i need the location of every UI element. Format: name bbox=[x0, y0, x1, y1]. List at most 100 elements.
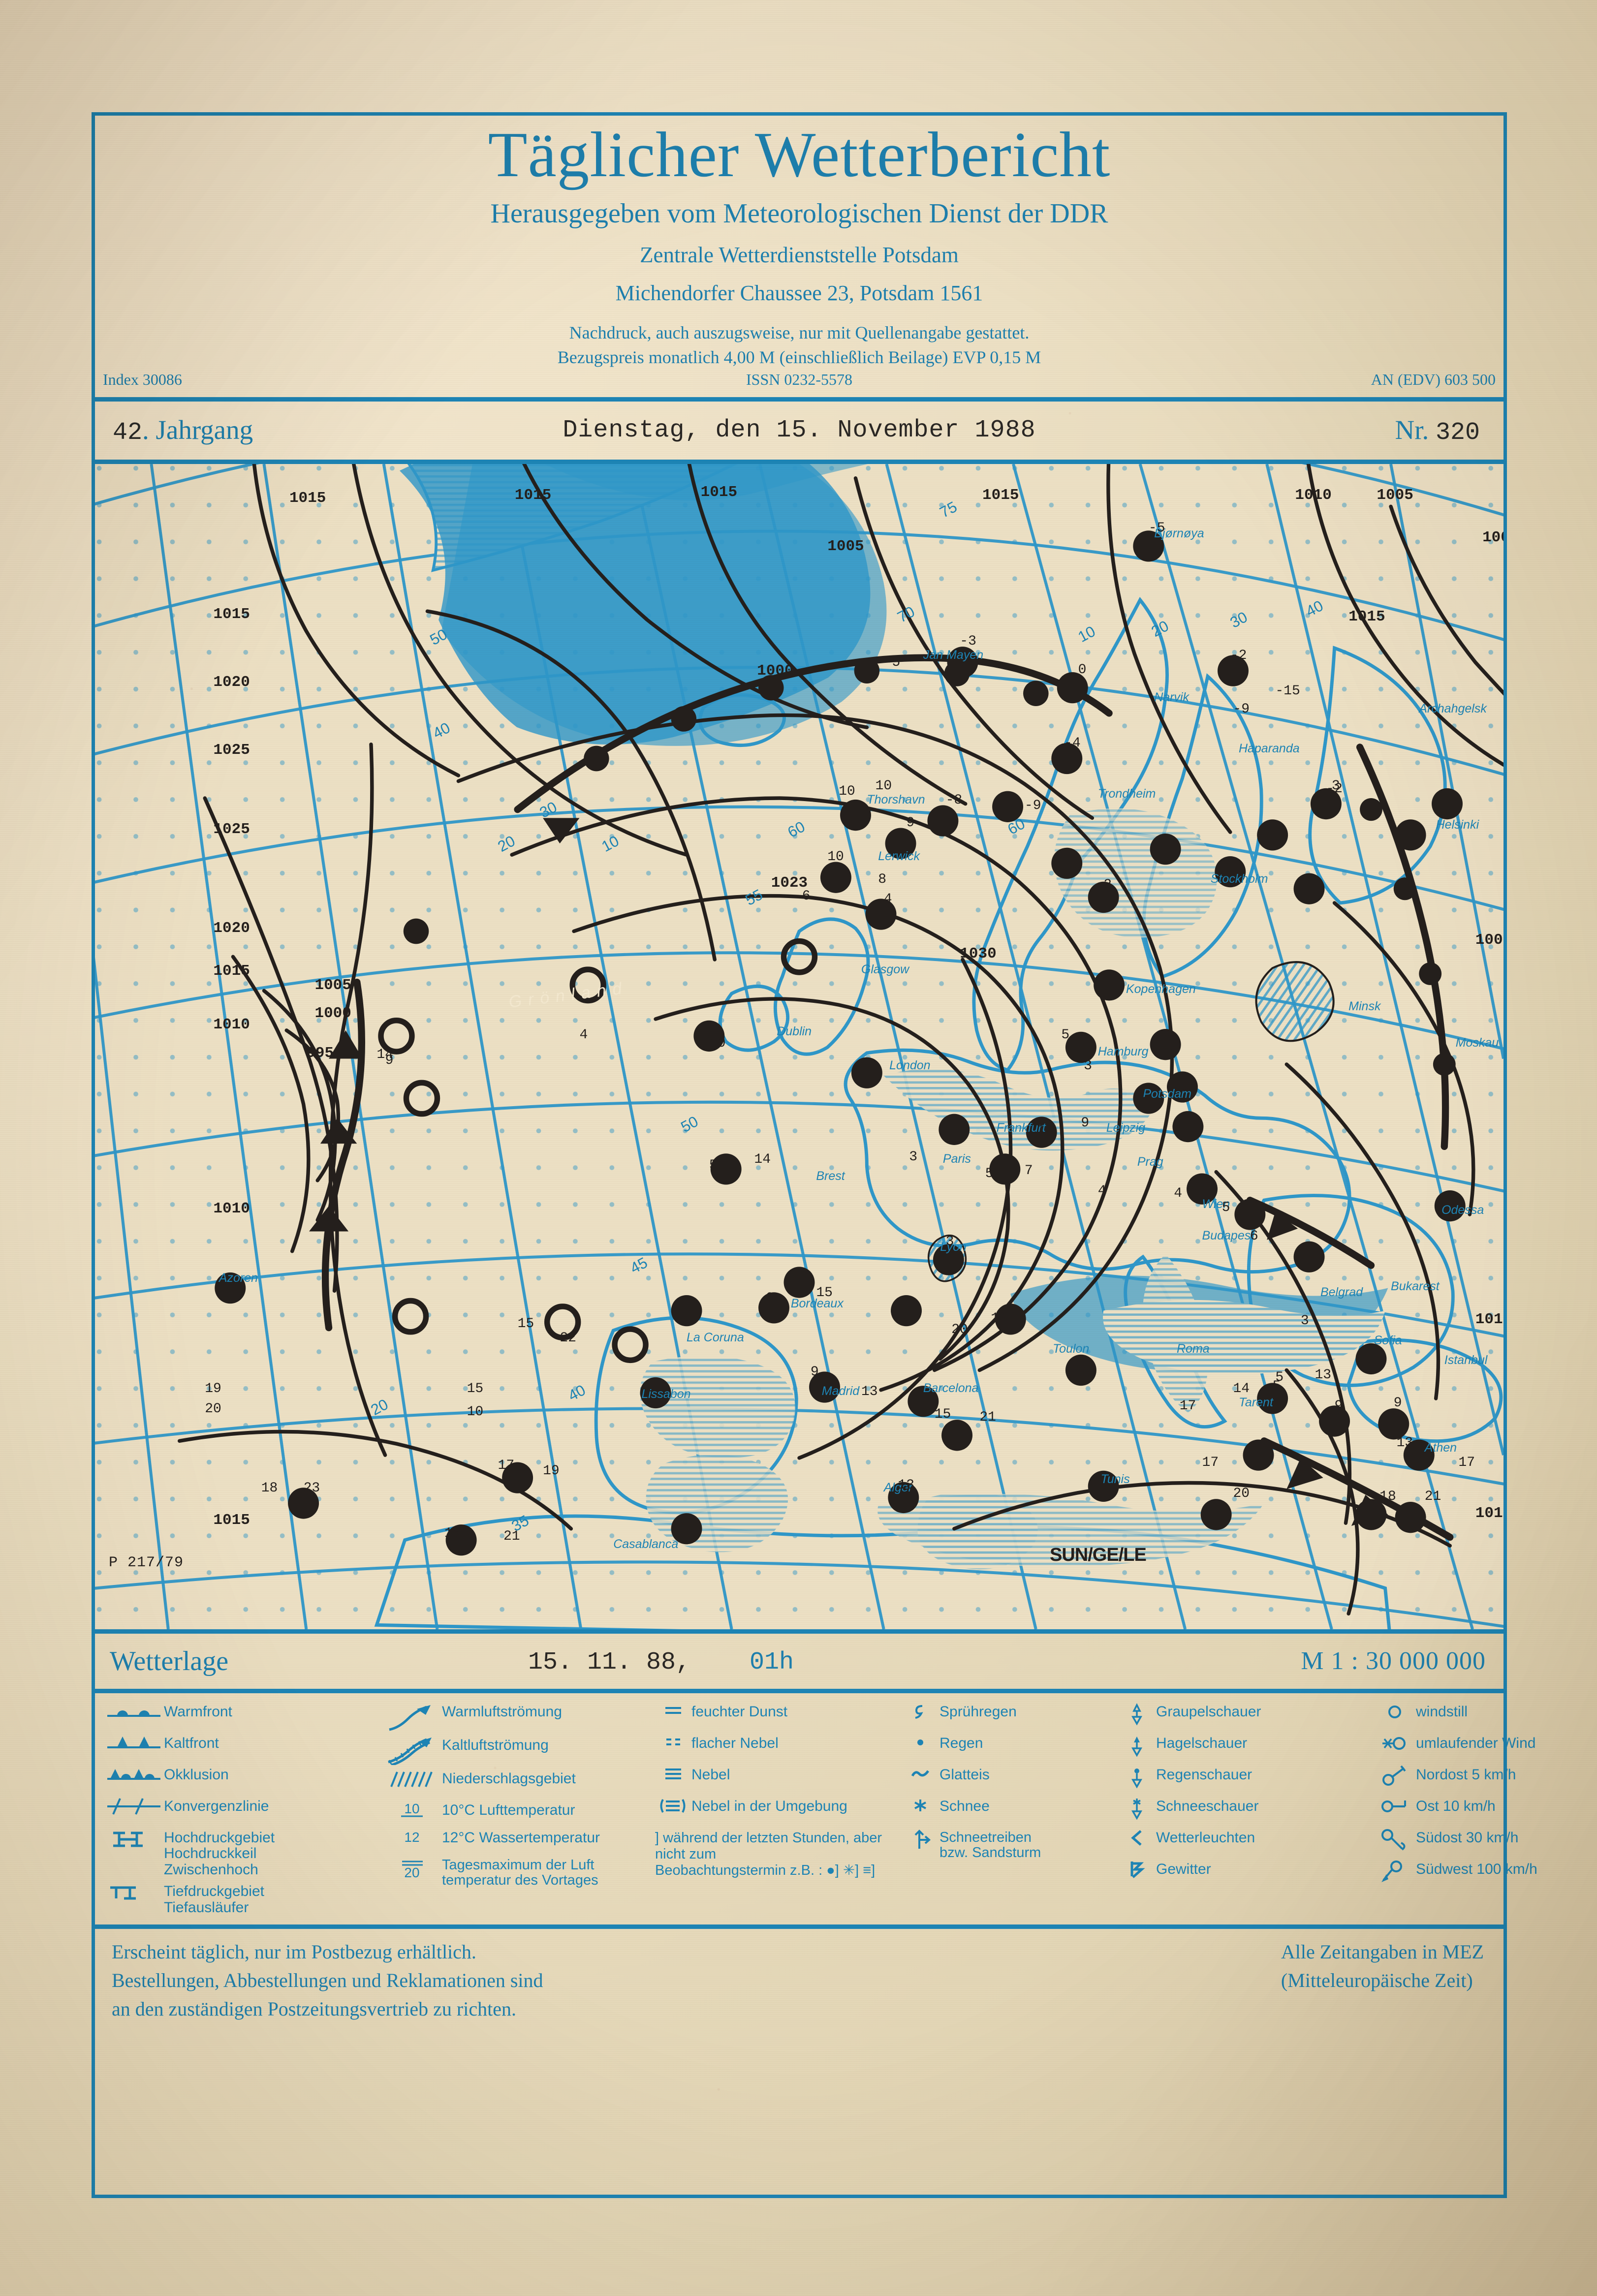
city-label: Bordeaux bbox=[790, 1296, 844, 1310]
isobar-label: 1023 bbox=[771, 874, 808, 892]
city-label: Lissabon bbox=[641, 1387, 691, 1401]
legend-item-wetterleuchten: Wetterleuchten bbox=[1118, 1827, 1374, 1856]
legend-item-wind-ost: Ost 10 km/h bbox=[1374, 1796, 1597, 1824]
isobar-label: 995 bbox=[306, 1044, 334, 1062]
legend-label: Hochdruckgebiet Hochdruckkeil Zwischenhoch bbox=[164, 1830, 275, 1878]
issue-date: Dienstag, den 15. November 1988 bbox=[563, 416, 1036, 444]
isobar-label: 1025 bbox=[213, 741, 250, 759]
wind-ost-symbol bbox=[1374, 1796, 1416, 1816]
map-graphic bbox=[95, 464, 1503, 1629]
legend-label: Tiefdruckgebiet Tiefausläufer bbox=[164, 1883, 264, 1916]
isobar-label: 1010 bbox=[1475, 1504, 1503, 1522]
station-value: 15 bbox=[934, 1407, 951, 1423]
city-label: Frankfurt bbox=[996, 1121, 1046, 1135]
wassertemperatur-number: 12 bbox=[382, 1827, 442, 1848]
legend-column-flows: Warmluftströmung Kaltluftströmung Nieder… bbox=[382, 1701, 655, 1919]
legend-label: Tagesmaximum der Luft temperatur des Vort… bbox=[442, 1857, 598, 1889]
station-value: 6 bbox=[802, 889, 811, 904]
station-value: 17 bbox=[1458, 1455, 1475, 1471]
isobar-label: 1030 bbox=[960, 945, 997, 963]
station-value: 5 bbox=[709, 1157, 718, 1173]
legend-item-kaltluftstroemung: Kaltluftströmung bbox=[382, 1735, 655, 1765]
nebel-symbol bbox=[655, 1764, 691, 1783]
station-value: -9 bbox=[1024, 798, 1041, 814]
station-value: 6 bbox=[765, 1291, 774, 1306]
legend-label: 10°C Lufttemperatur bbox=[442, 1802, 575, 1818]
document-frame: Täglicher Wetterbericht Herausgegeben vo… bbox=[92, 112, 1537, 2198]
station-value: 10 bbox=[709, 1036, 726, 1052]
tiefdruck-symbol bbox=[104, 1881, 164, 1904]
legend-item-spruehregen: Sprühregen bbox=[901, 1701, 1118, 1730]
city-label: London bbox=[889, 1058, 931, 1073]
legend-label: Gewitter bbox=[1156, 1861, 1211, 1877]
legend-subcolumn-wind: windstill umlaufender Wind Nordost 5 km/… bbox=[1374, 1701, 1597, 1919]
isobar-label: 1015 bbox=[213, 962, 250, 980]
station-value: 18 bbox=[261, 1480, 278, 1496]
okklusion-symbol bbox=[104, 1764, 164, 1782]
svg-text:12: 12 bbox=[404, 1830, 419, 1845]
glatteis-symbol bbox=[901, 1764, 939, 1782]
station-value: 15 bbox=[816, 1285, 833, 1301]
station-value: 9 bbox=[385, 1053, 394, 1068]
station-value: 9 bbox=[1334, 1398, 1343, 1414]
edv-code: AN (EDV) 603 500 bbox=[1371, 371, 1496, 388]
office-line: Zentrale Wetterdienststelle Potsdam bbox=[640, 243, 959, 267]
issue-bar: 42. Jahrgang Dienstag, den 15. November … bbox=[95, 402, 1503, 460]
legend-label: Schnee bbox=[939, 1798, 990, 1814]
lufttemperatur-number: 10 bbox=[382, 1800, 442, 1823]
city-label: Wien bbox=[1202, 1197, 1230, 1211]
station-value: 13 bbox=[991, 1310, 1007, 1326]
warmfront-symbol bbox=[104, 1701, 164, 1719]
warmluftstroemung-arrow bbox=[382, 1701, 442, 1732]
wetterlage-label: Wetterlage bbox=[110, 1646, 229, 1676]
legend-item-schnee: Schnee bbox=[901, 1796, 1118, 1824]
legend-label: Niederschlagsgebiet bbox=[442, 1770, 576, 1787]
city-label: Stockholm bbox=[1210, 871, 1268, 886]
station-value: 10 bbox=[827, 849, 844, 865]
legend-column-precipitation: Sprühregen Regen Glatteis bbox=[901, 1701, 1118, 1919]
legend-label: flacher Nebel bbox=[691, 1735, 779, 1751]
sun-mark: SUN/GE/LE bbox=[1050, 1545, 1147, 1565]
station-value: 5 bbox=[1221, 1200, 1230, 1216]
legend-label: windstill bbox=[1416, 1704, 1468, 1720]
station-value: 4 bbox=[883, 891, 892, 907]
station-value: 13 bbox=[861, 1384, 878, 1400]
city-label: Toulon bbox=[1053, 1341, 1090, 1356]
wind-suedwest-symbol bbox=[1374, 1859, 1416, 1883]
masthead: Täglicher Wetterbericht Herausgegeben vo… bbox=[95, 116, 1503, 397]
legend-label: Sprühregen bbox=[939, 1704, 1017, 1720]
footer: Erscheint täglich, nur im Postbezug erhä… bbox=[95, 1929, 1503, 2045]
page-title: Täglicher Wetterbericht bbox=[488, 119, 1111, 190]
city-label: Odessa bbox=[1441, 1203, 1484, 1217]
schneeschauer-symbol bbox=[1118, 1796, 1156, 1820]
station-value: 5 bbox=[1061, 1027, 1070, 1043]
city-label: Alger bbox=[883, 1480, 913, 1494]
station-value: -3 bbox=[960, 634, 976, 650]
station-value: 9 bbox=[1081, 1115, 1090, 1131]
legend-column-fronts: Warmfront Kaltfront Okklusion bbox=[104, 1701, 382, 1919]
station-value: 5 bbox=[985, 1166, 994, 1182]
station-value: 4 bbox=[1174, 1186, 1183, 1202]
legend-item-kaltfront: Kaltfront bbox=[104, 1733, 382, 1761]
windstill-symbol bbox=[1374, 1701, 1416, 1722]
station-value: 4 bbox=[1097, 1183, 1106, 1199]
city-label: Barcelona bbox=[923, 1381, 979, 1396]
rule-under-masthead bbox=[95, 397, 1503, 402]
volume-label: 42. Jahrgang bbox=[113, 415, 253, 447]
station-value: 20 bbox=[951, 1322, 968, 1337]
station-value: 3 bbox=[909, 1149, 918, 1165]
legend-note-duration: ] während der letzten Stunden, aber nich… bbox=[655, 1830, 882, 1879]
city-label: Hamburg bbox=[1097, 1044, 1149, 1058]
wind-suedost-symbol bbox=[1374, 1827, 1416, 1852]
city-label: Azoren bbox=[219, 1271, 258, 1285]
svg-text:20: 20 bbox=[404, 1865, 419, 1880]
station-value: 8 bbox=[1168, 1047, 1177, 1063]
synoptic-weather-map[interactable]: 1015101510151015101010051005100510151020… bbox=[95, 464, 1503, 1629]
station-value: 14 bbox=[1233, 1381, 1250, 1397]
legend-item-warmfront: Warmfront bbox=[104, 1701, 382, 1730]
legend-item-wind-suedost: Südost 30 km/h bbox=[1374, 1827, 1597, 1856]
station-value: -2 bbox=[1326, 781, 1343, 797]
rule-under-map bbox=[95, 1629, 1503, 1634]
legend-label: Südost 30 km/h bbox=[1416, 1830, 1519, 1846]
station-value: 17 bbox=[1179, 1398, 1196, 1414]
